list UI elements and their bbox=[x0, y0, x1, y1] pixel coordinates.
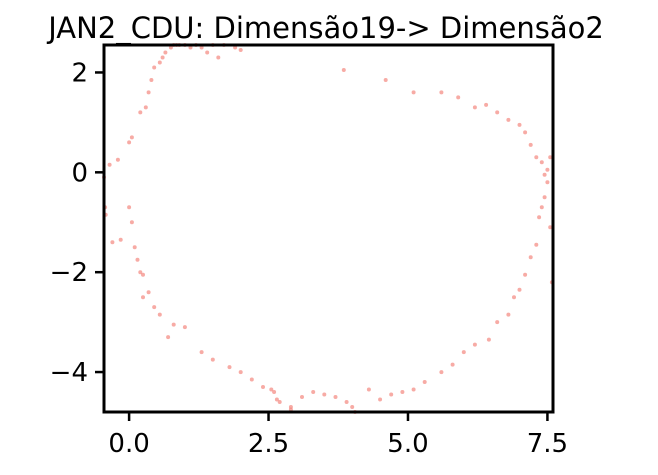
data-point bbox=[383, 78, 388, 82]
data-point bbox=[277, 400, 282, 404]
x-tick-label: 0.0 bbox=[108, 429, 149, 459]
data-point bbox=[269, 387, 274, 392]
data-point bbox=[517, 122, 522, 127]
data-point bbox=[166, 335, 171, 340]
data-point bbox=[182, 325, 187, 330]
y-tick-label: 2 bbox=[71, 58, 88, 88]
data-point bbox=[534, 242, 539, 247]
data-point bbox=[523, 130, 528, 135]
ticks-layer: 0.0 2.5 5.0 7.5 2 0 −2 −4 bbox=[50, 58, 568, 459]
data-point bbox=[461, 350, 466, 355]
data-point bbox=[389, 392, 394, 397]
plot-frame bbox=[102, 43, 555, 414]
data-point bbox=[141, 295, 145, 300]
data-point bbox=[199, 350, 204, 355]
data-point bbox=[344, 400, 349, 404]
data-point bbox=[152, 305, 157, 310]
x-tick-label: 7.5 bbox=[527, 429, 568, 459]
data-point bbox=[238, 48, 243, 52]
data-point bbox=[484, 102, 489, 107]
points-layer bbox=[102, 43, 554, 414]
data-point bbox=[107, 162, 112, 167]
data-point bbox=[439, 370, 444, 375]
data-point bbox=[135, 257, 140, 262]
data-point bbox=[216, 55, 221, 60]
data-point bbox=[274, 397, 279, 402]
data-point bbox=[366, 387, 371, 392]
data-point bbox=[141, 272, 145, 277]
data-point bbox=[311, 390, 316, 394]
data-point bbox=[539, 205, 544, 210]
data-point bbox=[129, 220, 134, 225]
data-point bbox=[450, 362, 455, 367]
data-point bbox=[472, 105, 477, 110]
x-tick-label: 2.5 bbox=[248, 429, 289, 459]
data-point bbox=[110, 240, 115, 245]
data-point bbox=[545, 167, 550, 172]
data-point bbox=[537, 215, 542, 220]
data-point bbox=[534, 155, 539, 160]
data-point bbox=[157, 60, 162, 65]
data-point bbox=[341, 68, 346, 72]
data-point bbox=[152, 65, 157, 70]
data-point bbox=[138, 110, 143, 115]
data-point bbox=[272, 390, 277, 394]
data-point bbox=[523, 272, 528, 277]
data-point bbox=[127, 140, 132, 145]
data-point bbox=[132, 245, 137, 250]
data-point bbox=[548, 225, 553, 230]
data-point bbox=[171, 322, 176, 327]
data-point bbox=[545, 180, 550, 185]
data-point bbox=[118, 237, 123, 242]
data-point bbox=[146, 90, 151, 95]
data-point bbox=[486, 337, 491, 342]
data-point bbox=[506, 117, 511, 122]
data-point bbox=[115, 157, 120, 162]
data-point bbox=[205, 50, 210, 55]
data-point bbox=[528, 142, 533, 147]
y-tick-label: 0 bbox=[71, 158, 88, 188]
data-point bbox=[146, 290, 151, 295]
data-point bbox=[210, 357, 215, 362]
data-point bbox=[127, 205, 132, 210]
data-point bbox=[157, 312, 162, 317]
data-point bbox=[548, 155, 553, 160]
data-point bbox=[512, 295, 516, 300]
data-point bbox=[138, 270, 143, 275]
data-point bbox=[495, 320, 500, 325]
data-point bbox=[378, 397, 383, 402]
data-point bbox=[411, 387, 416, 392]
data-point bbox=[322, 392, 327, 397]
data-point bbox=[227, 365, 232, 370]
data-point bbox=[261, 385, 265, 389]
data-point bbox=[542, 172, 547, 177]
data-point bbox=[160, 55, 165, 60]
x-tick-label: 5.0 bbox=[387, 429, 428, 459]
data-point bbox=[149, 78, 154, 82]
data-point bbox=[411, 90, 416, 95]
data-point bbox=[439, 90, 444, 95]
data-point bbox=[495, 110, 500, 115]
data-point bbox=[517, 287, 522, 292]
chart-title: JAN2_CDU: Dimensão19-> Dimensão2 bbox=[46, 11, 604, 45]
data-point bbox=[528, 255, 533, 260]
data-point bbox=[143, 105, 148, 110]
data-point bbox=[163, 50, 168, 55]
data-point bbox=[249, 377, 254, 382]
data-point bbox=[539, 160, 544, 165]
y-tick-label: −4 bbox=[50, 358, 88, 388]
data-point bbox=[472, 342, 477, 347]
data-point bbox=[400, 390, 405, 394]
y-tick-label: −2 bbox=[50, 258, 88, 288]
data-point bbox=[422, 380, 427, 384]
data-point bbox=[300, 395, 304, 399]
data-point bbox=[129, 135, 134, 140]
data-point bbox=[350, 405, 355, 409]
data-point bbox=[333, 395, 338, 399]
data-point bbox=[506, 312, 511, 317]
data-point bbox=[542, 195, 547, 200]
data-point bbox=[238, 370, 243, 375]
data-point bbox=[456, 95, 461, 100]
